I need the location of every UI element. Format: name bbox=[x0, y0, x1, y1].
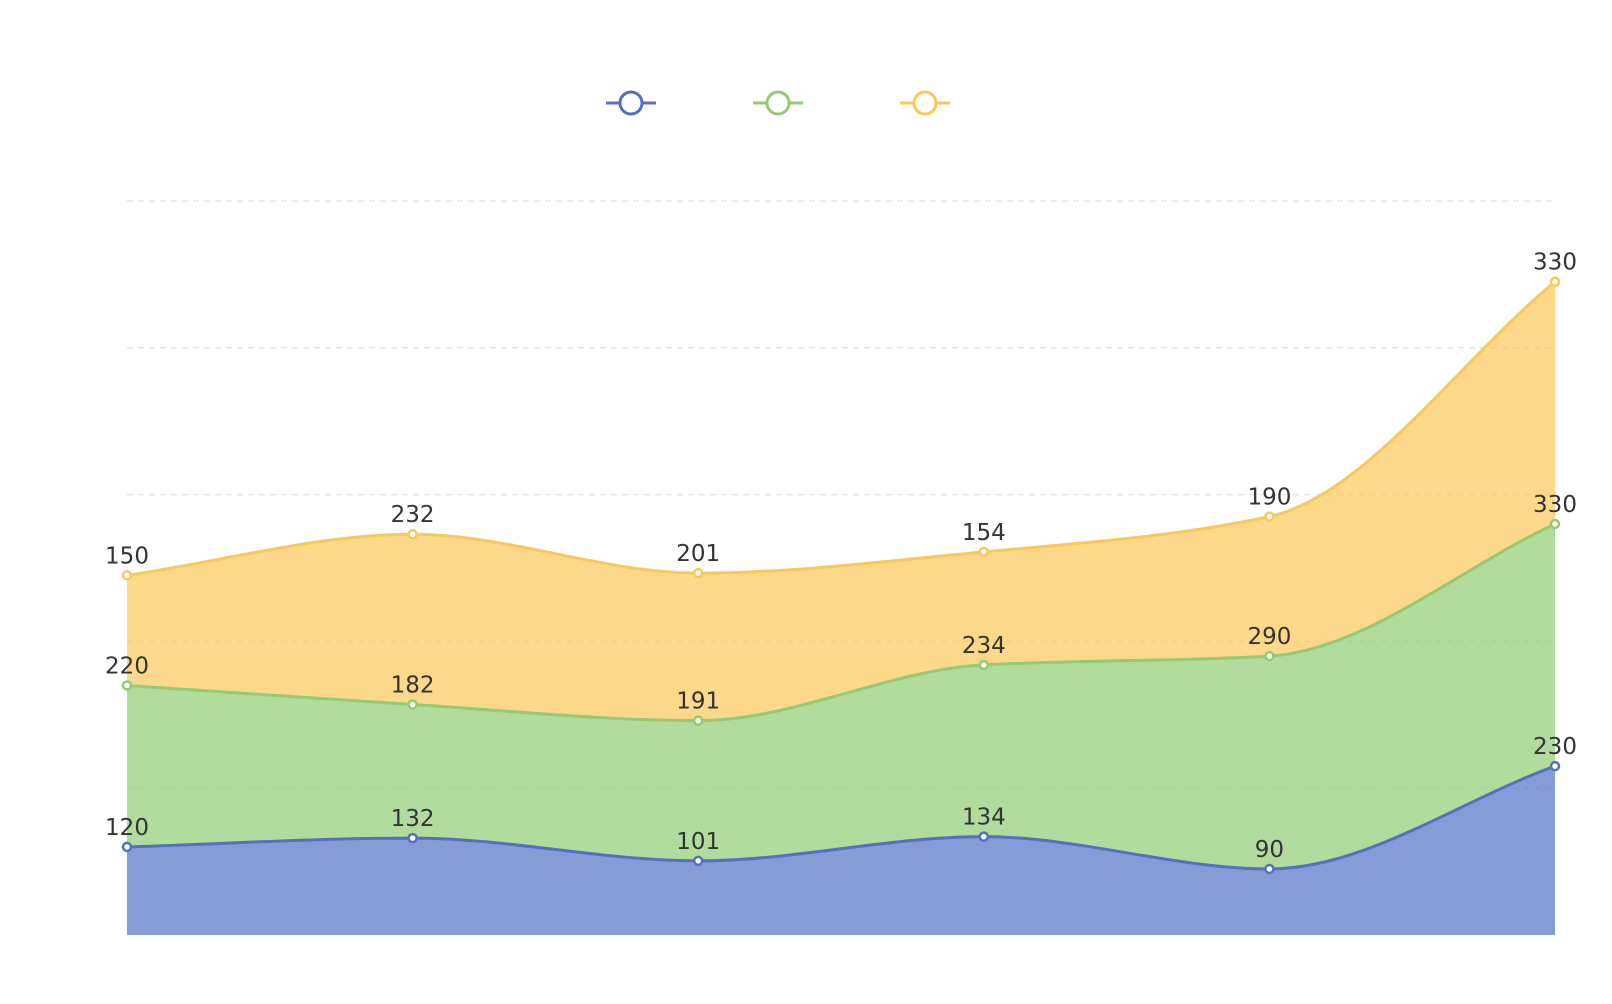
series-2-data-label: 330 bbox=[1533, 492, 1577, 518]
series-3-point[interactable] bbox=[407, 528, 418, 540]
legend-circle-icon bbox=[618, 90, 644, 116]
series-2-point[interactable] bbox=[692, 715, 704, 726]
series-2-area bbox=[127, 523, 1555, 869]
series-2-data-label: 220 bbox=[105, 653, 149, 679]
series-3-data-label: 150 bbox=[105, 543, 149, 569]
series-lines bbox=[126, 280, 1556, 871]
legend-circle-icon bbox=[765, 90, 791, 116]
series-1-point[interactable] bbox=[692, 855, 704, 867]
series-2-data-label: 290 bbox=[1247, 624, 1291, 650]
series-3-data-label: 154 bbox=[962, 520, 1006, 546]
series-3-point[interactable] bbox=[692, 567, 704, 579]
series-3-data-label: 190 bbox=[1247, 485, 1291, 511]
series-3-point[interactable] bbox=[121, 570, 133, 581]
legend-item-series-1[interactable] bbox=[606, 90, 656, 116]
legend-item-series-2[interactable] bbox=[753, 90, 803, 116]
series-1-data-label: 90 bbox=[1255, 837, 1284, 863]
data-labels: 120 132 101 134 90 230 220 182 191 234 290 330 150 23… bbox=[105, 250, 1577, 863]
series-2-point[interactable] bbox=[407, 699, 418, 710]
series-1-data-label: 230 bbox=[1533, 734, 1577, 760]
series-2-point[interactable] bbox=[1549, 518, 1561, 530]
series-3-point[interactable] bbox=[1264, 511, 1275, 522]
series-3-data-label: 232 bbox=[391, 502, 435, 528]
series-2-data-label: 182 bbox=[391, 673, 435, 699]
series-2-point[interactable] bbox=[978, 659, 990, 671]
series-3-point[interactable] bbox=[978, 546, 990, 558]
series-3-point[interactable] bbox=[1549, 276, 1561, 287]
series-1-point[interactable] bbox=[121, 841, 133, 853]
series-3-line bbox=[126, 280, 1556, 577]
series-areas bbox=[127, 281, 1555, 935]
series-2-point[interactable] bbox=[1264, 650, 1275, 662]
series-1-data-label: 132 bbox=[391, 806, 435, 832]
series-3-area bbox=[127, 281, 1555, 721]
series-2-point[interactable] bbox=[121, 680, 133, 691]
data-points bbox=[121, 276, 1561, 875]
legend-circle-icon bbox=[912, 90, 938, 116]
legend[interactable] bbox=[606, 90, 950, 116]
series-1-data-label: 134 bbox=[962, 805, 1006, 831]
series-3-data-label: 201 bbox=[676, 541, 720, 567]
legend-item-series-3[interactable] bbox=[900, 90, 950, 116]
series-3-data-label: 330 bbox=[1533, 250, 1577, 276]
series-1-area bbox=[127, 766, 1555, 935]
series-1-line bbox=[126, 764, 1556, 871]
series-1-point[interactable] bbox=[1264, 863, 1275, 875]
series-1-point[interactable] bbox=[1549, 760, 1561, 772]
series-2-data-label: 191 bbox=[676, 689, 720, 715]
series-1-point[interactable] bbox=[407, 832, 418, 844]
series-1-data-label: 120 bbox=[105, 815, 149, 841]
series-1-data-label: 101 bbox=[676, 829, 720, 855]
series-2-line bbox=[126, 522, 1556, 723]
series-1-point[interactable] bbox=[978, 831, 990, 842]
series-2-data-label: 234 bbox=[962, 633, 1006, 659]
